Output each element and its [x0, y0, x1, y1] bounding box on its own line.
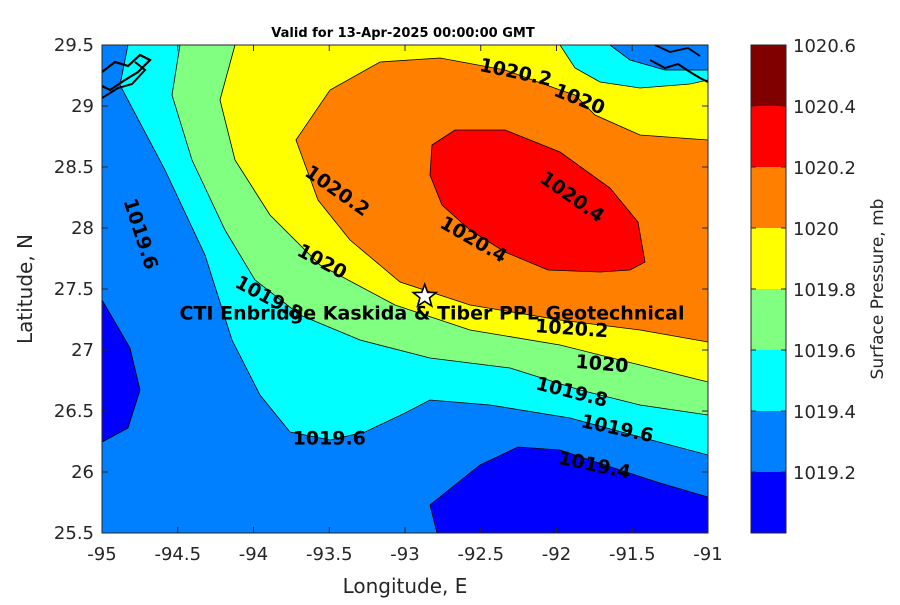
x-tick-label: -94.5 — [154, 544, 201, 565]
colorbar-tick-label: 1020.6 — [793, 36, 856, 57]
chart-title: Valid for 13-Apr-2025 00:00:00 GMT — [271, 26, 535, 41]
colorbar-segment — [751, 289, 786, 350]
site-marker-group: CTI Enbridge Kaskida & Tiber PPL Geotech… — [180, 281, 685, 324]
band-1020-4 — [429, 129, 646, 273]
colorbar-tick-label: 1019.8 — [793, 280, 856, 301]
x-tick-label: -91 — [693, 544, 722, 565]
contour-fill — [102, 45, 708, 533]
colorbar-tick-label: 1019.6 — [793, 341, 856, 362]
contour-label: 1019.6 — [293, 428, 366, 450]
x-tick-label: -91.5 — [609, 544, 656, 565]
contour-label: 1020 — [575, 351, 630, 378]
colorbar: 1020.6 1020.4 1020.2 1020 1019.8 1019.6 1019.4… — [750, 36, 856, 534]
x-tick-label: -93 — [390, 544, 419, 565]
band-1019-2-west — [102, 299, 141, 443]
x-tick-label: -94 — [239, 544, 268, 565]
band-1019-2-south — [429, 446, 708, 533]
y-axis: 29.5 29 28.5 28 27.5 27 26.5 26 25.5 — [54, 35, 708, 544]
y-tick-label: 27 — [71, 340, 94, 361]
y-axis-label: Latitude, N — [13, 234, 37, 344]
colorbar-segment — [751, 106, 786, 167]
colorbar-segment — [751, 228, 786, 289]
colorbar-tick-label: 1020.4 — [793, 97, 856, 118]
coastline-nw-2 — [102, 61, 147, 99]
colorbar-segment — [751, 350, 786, 411]
site-star-icon — [411, 281, 439, 308]
colorbar-tick-label: 1020 — [793, 219, 839, 240]
y-tick-label: 29.5 — [54, 35, 94, 56]
colorbar-segment — [751, 45, 786, 106]
site-label: CTI Enbridge Kaskida & Tiber PPL Geotech… — [180, 302, 685, 324]
x-tick-label: -92.5 — [457, 544, 504, 565]
colorbar-segment — [751, 472, 786, 533]
colorbar-segment — [751, 411, 786, 472]
y-tick-label: 25.5 — [54, 523, 94, 544]
colorbar-tick-label: 1019.4 — [793, 402, 856, 423]
contour-label: 1020.2 — [534, 315, 609, 342]
coastline-ne — [649, 59, 708, 83]
x-tick-label: -95 — [87, 544, 116, 565]
x-axis-label: Longitude, E — [343, 574, 468, 598]
x-axis: -95 -94.5 -94 -93.5 -93 -92.5 -92 -91.5 -91 — [87, 45, 723, 565]
y-tick-label: 26.5 — [54, 401, 94, 422]
colorbar-segment — [751, 167, 786, 228]
y-tick-label: 29 — [71, 96, 94, 117]
colorbar-label: Surface Pressure, mb — [868, 199, 888, 380]
coastline-nw — [102, 53, 152, 92]
x-tick-label: -93.5 — [306, 544, 353, 565]
y-tick-label: 28 — [71, 218, 94, 239]
colorbar-tick-label: 1020.2 — [793, 158, 856, 179]
y-tick-label: 27.5 — [54, 279, 94, 300]
coastline-ne-2 — [654, 45, 701, 57]
y-tick-label: 28.5 — [54, 157, 94, 178]
y-tick-label: 26 — [71, 462, 94, 483]
x-tick-label: -92 — [542, 544, 571, 565]
colorbar-tick-label: 1019.2 — [793, 463, 856, 484]
